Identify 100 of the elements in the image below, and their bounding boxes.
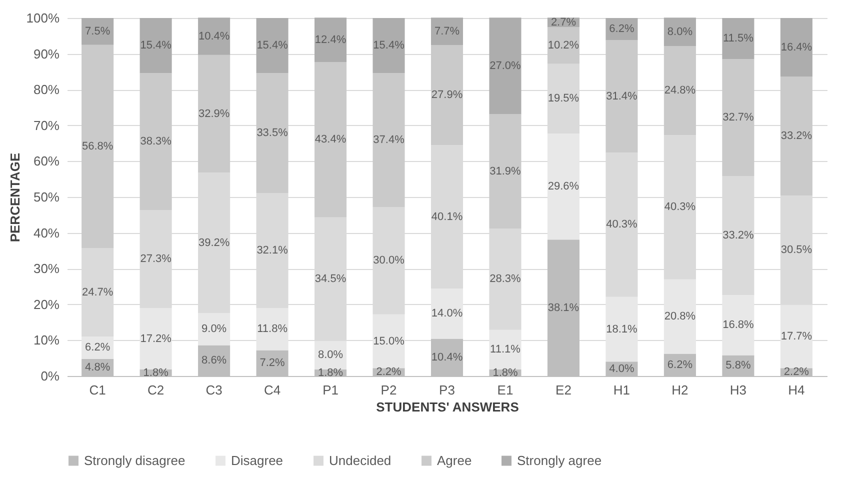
x-tick-label: E1 xyxy=(497,382,514,398)
data-label: 2.2% xyxy=(376,366,402,378)
data-label: 10.4% xyxy=(431,351,463,364)
bar xyxy=(82,18,114,45)
data-label: 17.7% xyxy=(780,330,812,342)
data-label: 15.4% xyxy=(140,40,172,52)
data-label: 31.4% xyxy=(606,90,638,102)
x-tick-label: P1 xyxy=(322,382,338,398)
data-label: 32.9% xyxy=(198,108,230,120)
bar xyxy=(780,18,812,77)
data-label: 32.1% xyxy=(256,244,288,257)
y-tick-label: 100% xyxy=(26,10,60,26)
bar xyxy=(547,27,580,64)
data-label: 2.2% xyxy=(784,366,810,378)
data-label: 7.7% xyxy=(434,25,460,38)
x-tick-label: H1 xyxy=(613,382,630,398)
data-label: 6.2% xyxy=(609,23,634,36)
data-label: 27.3% xyxy=(140,253,172,266)
y-tick-label: 50% xyxy=(33,190,60,204)
bar xyxy=(606,40,638,153)
bar xyxy=(140,73,172,210)
bar xyxy=(722,18,754,60)
bar xyxy=(372,314,405,368)
data-label: 16.8% xyxy=(722,319,754,332)
legend-label: Disagree xyxy=(231,452,284,468)
bar xyxy=(664,46,696,136)
data-label: 1.8% xyxy=(318,366,344,379)
x-tick-label: C4 xyxy=(264,382,281,398)
data-label: 15.4% xyxy=(256,40,288,52)
data-label: 30.5% xyxy=(780,244,812,256)
data-label: 11.8% xyxy=(257,323,288,336)
data-label: 6.2% xyxy=(85,342,110,354)
data-label: 24.8% xyxy=(664,84,696,97)
data-label: 18.1% xyxy=(606,323,638,336)
y-tick-label: 0% xyxy=(40,368,60,384)
bar xyxy=(314,18,347,62)
bar xyxy=(430,288,464,339)
data-label: 40.3% xyxy=(606,218,638,231)
x-tick-label: C1 xyxy=(89,382,106,398)
bar xyxy=(140,308,172,370)
bar xyxy=(314,62,347,218)
bar xyxy=(256,308,288,350)
data-label: 20.8% xyxy=(664,310,696,323)
data-label: 28.3% xyxy=(490,273,522,286)
data-label: 11.1% xyxy=(490,344,521,356)
y-tick-label: 60% xyxy=(33,154,60,169)
bar xyxy=(547,134,580,240)
bar xyxy=(198,54,230,173)
bar xyxy=(372,18,405,74)
legend-label: Undecided xyxy=(329,452,392,468)
data-label: 27.0% xyxy=(490,60,522,72)
x-tick-label: C3 xyxy=(206,382,222,398)
data-label: 1.8% xyxy=(492,366,518,379)
y-tick-label: 70% xyxy=(33,118,60,133)
bar xyxy=(256,73,288,194)
data-label: 31.9% xyxy=(490,165,522,178)
data-label: 17.2% xyxy=(140,332,172,345)
data-label: 2.7% xyxy=(550,16,576,28)
data-label: 37.4% xyxy=(373,134,405,146)
bar xyxy=(430,45,464,146)
data-label: 40.1% xyxy=(431,210,463,223)
y-tick-label: 80% xyxy=(33,82,60,98)
data-label: 15.4% xyxy=(373,40,405,52)
bar xyxy=(198,312,230,346)
x-axis-title: STUDENTS' ANSWERS xyxy=(376,400,520,414)
data-label: 33.5% xyxy=(256,127,288,140)
bar xyxy=(489,18,522,114)
x-tick-label: H2 xyxy=(672,382,688,398)
data-label: 19.5% xyxy=(548,92,580,105)
bar xyxy=(430,18,464,46)
bar xyxy=(489,330,522,370)
data-label: 10.2% xyxy=(548,40,580,52)
bar xyxy=(489,114,522,229)
data-label: 8.6% xyxy=(202,354,227,367)
x-tick-label: H3 xyxy=(730,382,746,398)
bar xyxy=(780,304,812,368)
bar xyxy=(606,296,638,362)
data-label: 4.8% xyxy=(85,361,110,374)
data-label: 27.9% xyxy=(431,89,463,102)
data-label: 14.0% xyxy=(431,308,463,320)
x-tick-label: P3 xyxy=(439,382,455,398)
data-label: 39.2% xyxy=(198,236,230,249)
bar xyxy=(722,59,754,176)
bar xyxy=(82,44,114,248)
x-tick-label: P2 xyxy=(380,382,397,398)
data-label: 40.3% xyxy=(664,201,696,214)
x-tick-label: H4 xyxy=(788,382,805,398)
data-label: 1.8% xyxy=(143,366,169,379)
bar xyxy=(722,295,754,356)
data-label: 8.0% xyxy=(318,349,344,362)
data-label: 33.2% xyxy=(780,130,812,142)
data-label: 33.2% xyxy=(722,230,754,242)
legend-label: Strongly agree xyxy=(517,452,602,468)
data-label: 34.5% xyxy=(314,273,346,286)
legend-label: Strongly disagree xyxy=(84,452,186,468)
y-tick-label: 20% xyxy=(33,296,60,312)
y-tick-label: 40% xyxy=(33,225,60,240)
x-tick-label: E2 xyxy=(556,382,572,398)
data-label: 16.4% xyxy=(780,41,812,54)
legend-label: Agree xyxy=(437,452,472,468)
